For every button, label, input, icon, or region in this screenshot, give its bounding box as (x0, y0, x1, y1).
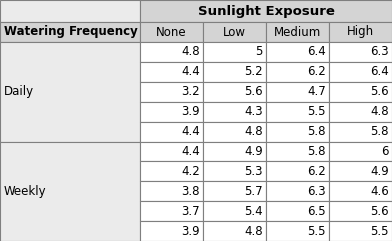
Text: 4.4: 4.4 (181, 145, 200, 158)
Bar (329, 122, 392, 141)
Bar (203, 22, 266, 42)
Bar (0, 0, 140, 22)
Text: Weekly: Weekly (4, 185, 47, 198)
Bar (329, 141, 392, 161)
Bar (266, 201, 329, 221)
Text: 4.8: 4.8 (244, 225, 263, 238)
Text: 4.6: 4.6 (370, 185, 389, 198)
Bar (0, 22, 140, 42)
Text: 4.9: 4.9 (370, 165, 389, 178)
Text: 3.8: 3.8 (181, 185, 200, 198)
Text: 4.4: 4.4 (181, 125, 200, 138)
Text: 6.2: 6.2 (307, 165, 326, 178)
Bar (266, 62, 329, 82)
Text: 6.4: 6.4 (307, 46, 326, 59)
Bar (329, 201, 392, 221)
Bar (203, 82, 266, 102)
Text: 5.6: 5.6 (370, 85, 389, 98)
Text: 5.6: 5.6 (370, 205, 389, 218)
Bar (266, 141, 329, 161)
Text: 5: 5 (256, 46, 263, 59)
Text: Medium: Medium (274, 26, 321, 39)
Text: 5.3: 5.3 (245, 165, 263, 178)
Text: Daily: Daily (4, 85, 34, 98)
Text: 5.2: 5.2 (244, 65, 263, 78)
Text: High: High (347, 26, 374, 39)
Text: 3.7: 3.7 (181, 205, 200, 218)
Text: 6.3: 6.3 (370, 46, 389, 59)
Text: 5.4: 5.4 (244, 205, 263, 218)
Bar (140, 181, 203, 201)
Text: Low: Low (223, 26, 246, 39)
Bar (329, 102, 392, 122)
Bar (203, 122, 266, 141)
Text: 5.8: 5.8 (307, 125, 326, 138)
Bar (140, 102, 203, 122)
Bar (203, 42, 266, 62)
Text: 5.7: 5.7 (244, 185, 263, 198)
Text: 4.4: 4.4 (181, 65, 200, 78)
Text: 5.5: 5.5 (370, 225, 389, 238)
Text: 4.8: 4.8 (181, 46, 200, 59)
Text: 5.5: 5.5 (307, 105, 326, 118)
Bar (0, 141, 140, 241)
Text: 6.4: 6.4 (370, 65, 389, 78)
Text: 4.2: 4.2 (181, 165, 200, 178)
Text: 4.8: 4.8 (370, 105, 389, 118)
Text: 6.5: 6.5 (307, 205, 326, 218)
Bar (329, 221, 392, 241)
Text: 4.7: 4.7 (307, 85, 326, 98)
Bar (203, 62, 266, 82)
Bar (266, 221, 329, 241)
Text: 3.9: 3.9 (181, 225, 200, 238)
Text: 6.3: 6.3 (307, 185, 326, 198)
Text: 3.2: 3.2 (181, 85, 200, 98)
Bar (203, 221, 266, 241)
Bar (140, 201, 203, 221)
Bar (140, 221, 203, 241)
Bar (329, 22, 392, 42)
Bar (266, 22, 329, 42)
Bar (140, 161, 203, 181)
Bar (329, 181, 392, 201)
Bar (329, 62, 392, 82)
Text: 4.9: 4.9 (244, 145, 263, 158)
Text: 4.8: 4.8 (244, 125, 263, 138)
Bar (329, 42, 392, 62)
Bar (140, 62, 203, 82)
Bar (140, 42, 203, 62)
Bar (266, 42, 329, 62)
Text: None: None (156, 26, 187, 39)
Bar (140, 122, 203, 141)
Text: 5.6: 5.6 (244, 85, 263, 98)
Bar (140, 0, 392, 22)
Text: 5.5: 5.5 (307, 225, 326, 238)
Bar (140, 82, 203, 102)
Text: Sunlight Exposure: Sunlight Exposure (198, 5, 334, 18)
Bar (203, 201, 266, 221)
Bar (266, 181, 329, 201)
Bar (266, 122, 329, 141)
Bar (266, 161, 329, 181)
Bar (203, 141, 266, 161)
Bar (140, 22, 203, 42)
Bar (266, 102, 329, 122)
Bar (203, 181, 266, 201)
Text: 4.3: 4.3 (244, 105, 263, 118)
Bar (266, 82, 329, 102)
Text: 5.8: 5.8 (370, 125, 389, 138)
Bar (203, 161, 266, 181)
Bar (329, 161, 392, 181)
Bar (140, 141, 203, 161)
Text: 3.9: 3.9 (181, 105, 200, 118)
Text: 6.2: 6.2 (307, 65, 326, 78)
Bar (0, 42, 140, 141)
Text: Watering Frequency: Watering Frequency (4, 26, 138, 39)
Bar (203, 102, 266, 122)
Text: 5.8: 5.8 (307, 145, 326, 158)
Text: 6: 6 (381, 145, 389, 158)
Bar (329, 82, 392, 102)
